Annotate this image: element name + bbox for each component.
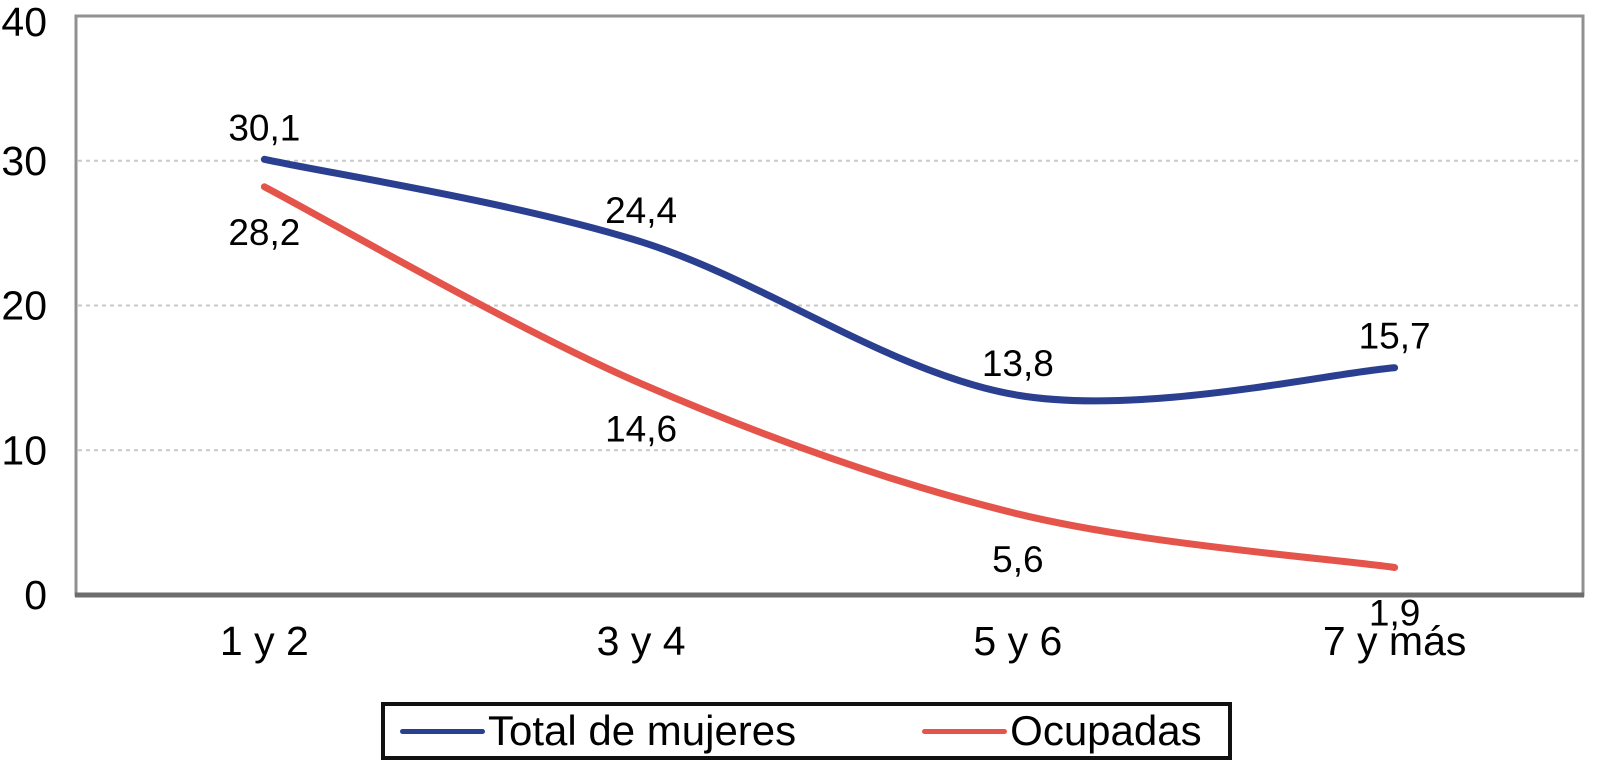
y-tick-label-10: 10 — [1, 427, 47, 473]
y-tick-label-40: 40 — [1, 0, 47, 45]
y-tick-label-20: 20 — [1, 283, 47, 329]
legend-item-total-de-mujeres: Total de mujeres — [400, 710, 796, 752]
y-tick-label-30: 30 — [1, 138, 47, 184]
data-label: 24,4 — [605, 190, 677, 231]
legend-item-ocupadas: Ocupadas — [922, 707, 1202, 754]
chart-legend: Total de mujeres Ocupadas — [381, 702, 1232, 760]
series-line-0 — [260, 155, 1399, 405]
legend-line-sample-red — [922, 728, 1008, 734]
x-category-label: 1 y 2 — [220, 618, 309, 664]
data-label: 28,2 — [228, 212, 300, 253]
legend-label: Total de mujeres — [488, 707, 797, 754]
x-category-label: 5 y 6 — [973, 618, 1062, 664]
x-category-label: 3 y 4 — [597, 618, 686, 664]
data-label: 5,6 — [992, 539, 1043, 580]
x-category-label: 7 y más — [1323, 618, 1467, 664]
data-label: 14,6 — [605, 409, 677, 450]
data-label: 15,7 — [1359, 316, 1431, 357]
data-label: 13,8 — [982, 343, 1054, 384]
series-line-1 — [260, 183, 1399, 571]
data-label: 30,1 — [228, 107, 300, 148]
legend-line-sample-blue — [400, 728, 485, 734]
legend-label: Ocupadas — [1010, 707, 1202, 754]
y-tick-label-0: 0 — [24, 572, 47, 618]
data-label: 1,9 — [1369, 592, 1420, 633]
